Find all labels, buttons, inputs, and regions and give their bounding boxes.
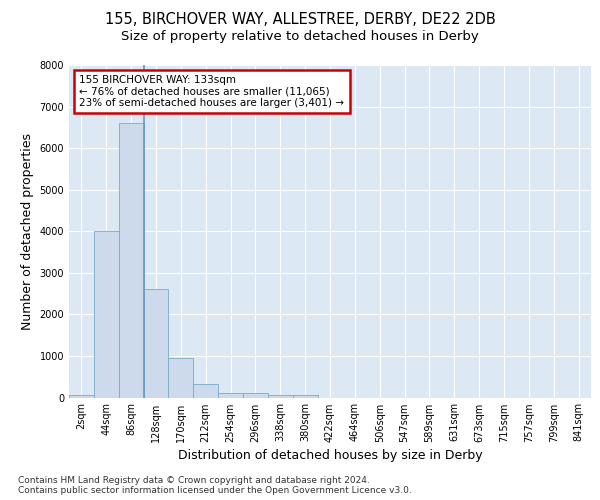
Y-axis label: Number of detached properties: Number of detached properties bbox=[21, 132, 34, 330]
Bar bbox=[94, 231, 119, 398]
Bar bbox=[169, 358, 193, 398]
Bar bbox=[193, 384, 218, 398]
Bar bbox=[268, 395, 293, 398]
Bar bbox=[119, 123, 143, 398]
Bar bbox=[243, 394, 268, 398]
Text: 155 BIRCHOVER WAY: 133sqm
← 76% of detached houses are smaller (11,065)
23% of s: 155 BIRCHOVER WAY: 133sqm ← 76% of detac… bbox=[79, 75, 344, 108]
Text: 155, BIRCHOVER WAY, ALLESTREE, DERBY, DE22 2DB: 155, BIRCHOVER WAY, ALLESTREE, DERBY, DE… bbox=[104, 12, 496, 28]
Text: Contains HM Land Registry data © Crown copyright and database right 2024.
Contai: Contains HM Land Registry data © Crown c… bbox=[18, 476, 412, 495]
Bar bbox=[293, 395, 317, 398]
Bar bbox=[218, 392, 243, 398]
Bar bbox=[69, 394, 94, 398]
Bar bbox=[143, 290, 169, 398]
X-axis label: Distribution of detached houses by size in Derby: Distribution of detached houses by size … bbox=[178, 449, 482, 462]
Text: Size of property relative to detached houses in Derby: Size of property relative to detached ho… bbox=[121, 30, 479, 43]
